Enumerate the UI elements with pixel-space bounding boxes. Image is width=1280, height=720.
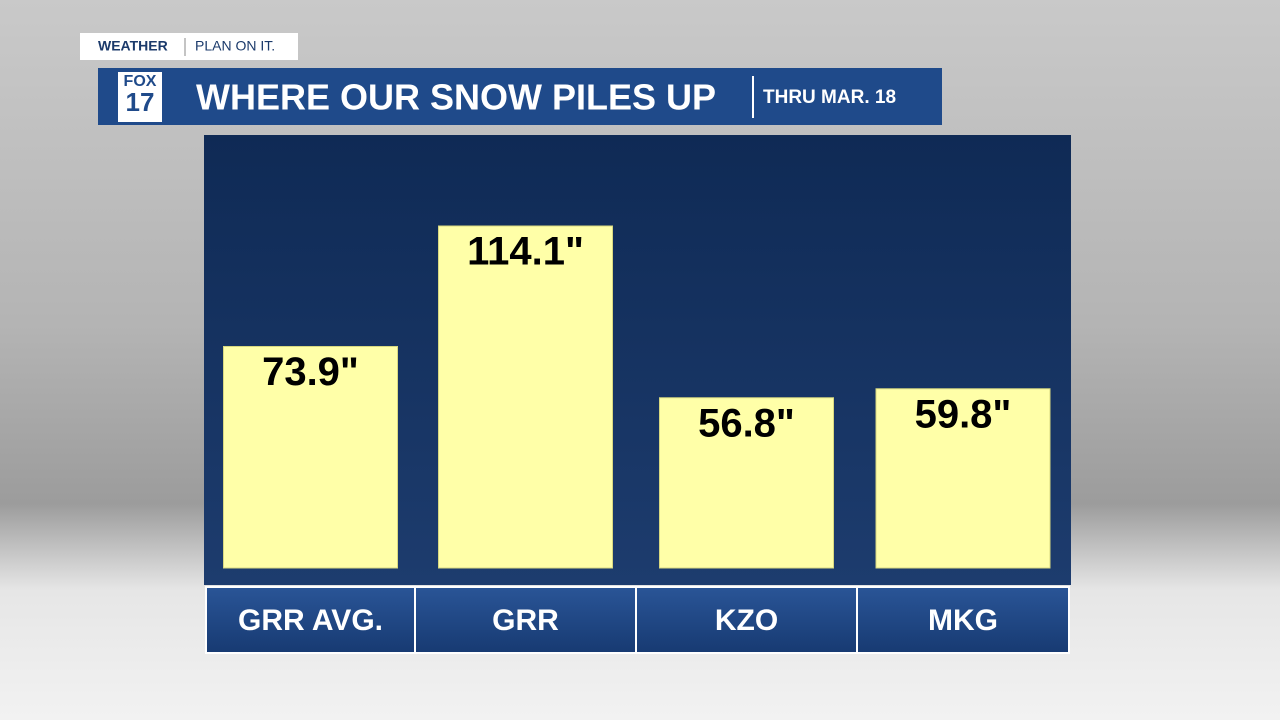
category-cell [414, 586, 637, 654]
brand-slogan: PLAN ON IT. [195, 38, 275, 54]
title-banner [98, 68, 942, 125]
x-tick-label: GRR AVG. [238, 604, 383, 637]
category-cell [205, 586, 416, 654]
category-cell [856, 586, 1070, 654]
x-tick-label: KZO [715, 604, 778, 637]
value-label: 114.1" [467, 230, 584, 274]
logo-bottom: 17 [126, 87, 155, 117]
bar [875, 388, 1051, 569]
x-tick-label: GRR [492, 604, 559, 637]
value-label: 73.9" [262, 350, 359, 394]
bar [223, 345, 398, 569]
x-tick-label: MKG [928, 604, 998, 637]
category-cell [635, 586, 858, 654]
value-label: 59.8" [915, 392, 1012, 436]
bar [438, 225, 613, 569]
chart-title: WHERE OUR SNOW PILES UP [196, 77, 716, 118]
bar [659, 397, 834, 569]
logo [118, 72, 162, 122]
chart-subtitle: THRU MAR. 18 [763, 87, 896, 108]
value-label: 56.8" [698, 401, 795, 445]
logo-top: FOX [124, 73, 157, 90]
brand-section: WEATHER [98, 38, 168, 54]
brand-tag [80, 33, 298, 60]
